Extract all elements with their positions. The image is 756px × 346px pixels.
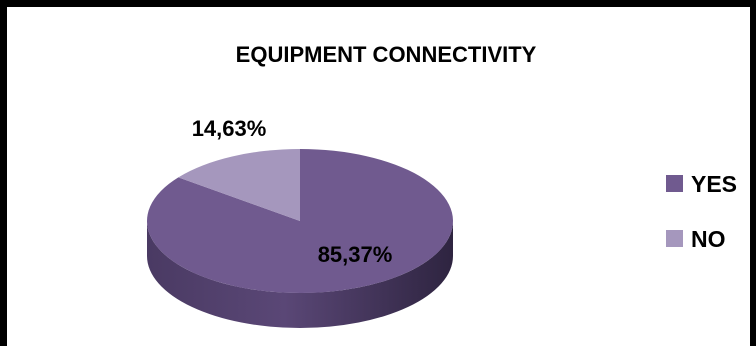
- chart-title: EQUIPMENT CONNECTIVITY: [236, 42, 537, 67]
- pie-layer: [146, 149, 454, 328]
- legend-item-no: NO: [666, 226, 726, 252]
- legend-label-no: NO: [691, 226, 726, 252]
- pie-side-yes: [147, 221, 453, 328]
- data-label-no: 14,63%: [192, 116, 267, 141]
- legend-swatch-no: [666, 230, 683, 247]
- legend-swatch-yes: [666, 175, 683, 192]
- legend-item-yes: YES: [666, 171, 737, 197]
- data-label-yes: 85,37%: [318, 242, 393, 267]
- data-label-layer: 85,37% 14,63%: [192, 116, 393, 267]
- legend: YES NO: [666, 171, 737, 252]
- pie-slice-no: [178, 149, 300, 221]
- legend-label-yes: YES: [691, 171, 737, 197]
